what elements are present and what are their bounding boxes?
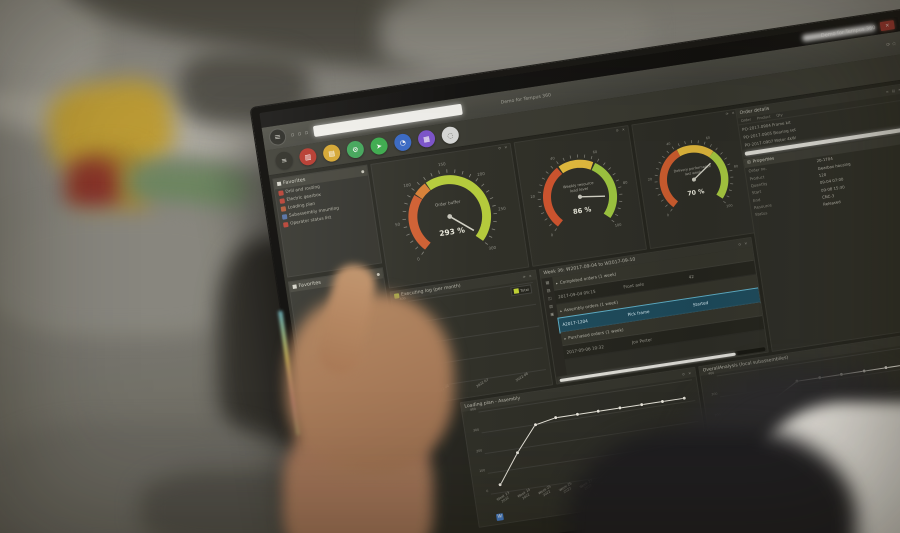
- panel-menu-icon[interactable]: [376, 272, 380, 276]
- svg-text:20: 20: [648, 177, 653, 182]
- toolbar-planning-button[interactable]: ▤: [321, 143, 342, 163]
- svg-text:100: 100: [615, 223, 623, 228]
- gauge-panel-1: ⟳ ✕ 0 50 100 150 200 250 300 Order buffer 293 %: [370, 142, 530, 289]
- svg-text:20: 20: [531, 194, 537, 199]
- star-icon: [276, 181, 282, 187]
- legend-label: Total: [520, 287, 529, 293]
- workbench: [0, 208, 255, 333]
- person-silhouette: [566, 428, 856, 533]
- expander-icon[interactable]: ▸: [564, 336, 567, 341]
- gauge-panel-2: ⟳ ✕ 0 20 40 60 80 100 Weekly resource load level…: [513, 124, 648, 267]
- rail-icon[interactable]: ▤: [546, 287, 551, 294]
- column-header: Product: [756, 114, 771, 121]
- panel-icons[interactable]: ⟳ ✕: [738, 240, 749, 247]
- rail-icon[interactable]: ▦: [545, 279, 550, 286]
- background-wall: [0, 0, 100, 90]
- hand-palm: [286, 293, 454, 473]
- svg-text:0: 0: [417, 256, 421, 261]
- favorite-icon: [280, 205, 287, 212]
- svg-text:Weekly resource: Weekly resource: [563, 181, 595, 190]
- toolbar-analysis-button[interactable]: ◔: [393, 132, 413, 153]
- svg-text:0: 0: [667, 213, 670, 217]
- legend-swatch: [513, 288, 519, 294]
- toolbar-help-button[interactable]: ◌: [440, 125, 460, 145]
- star-icon: [292, 284, 297, 289]
- expander-icon[interactable]: ▸: [559, 308, 563, 313]
- favorite-icon: [279, 197, 286, 204]
- svg-text:80: 80: [734, 164, 739, 169]
- svg-text:86 %: 86 %: [573, 205, 593, 216]
- y-tick-label: 400: [707, 370, 715, 376]
- toolbar-orders-button[interactable]: ➤: [369, 136, 389, 156]
- svg-text:Order buffer: Order buffer: [435, 199, 461, 208]
- chrome-icons[interactable]: ⟳ ✩: [885, 40, 897, 48]
- toolbar-resources-button[interactable]: ⚙: [345, 139, 366, 160]
- svg-text:300: 300: [488, 245, 497, 251]
- svg-text:40: 40: [550, 156, 556, 161]
- y-tick-label: 400: [469, 406, 477, 412]
- svg-text:60: 60: [593, 150, 599, 155]
- sidebar-panel-title: Favorites: [298, 279, 322, 290]
- chart-tool-chip[interactable]: W: [495, 513, 504, 522]
- table-cell: [697, 323, 760, 333]
- panel-icons[interactable]: ⟳ ✕: [498, 145, 509, 151]
- svg-text:293 %: 293 %: [439, 225, 466, 238]
- svg-text:200: 200: [477, 171, 486, 177]
- panel-icons[interactable]: ⟳ ✕: [615, 127, 627, 133]
- gauge-dial: 0 50 100 150 200 250 300 Order buffer 293 %: [395, 161, 507, 261]
- panel-icons[interactable]: ⟳ ✕: [725, 110, 736, 117]
- expander-icon[interactable]: ▸: [555, 280, 559, 286]
- gauge-panel-3: ⟳ ✕ 0 20 40 60 80 100 Delivery performance last …: [631, 108, 757, 250]
- y-tick-label: 300: [472, 427, 480, 433]
- expand-icon[interactable]: ⊞: [746, 160, 752, 166]
- panel-icons[interactable]: ⟳ ✕: [522, 273, 533, 279]
- svg-text:0: 0: [551, 233, 555, 237]
- svg-text:250: 250: [498, 205, 507, 211]
- sidebar-panel: Favorites Drill and routing Electric gearb…: [272, 164, 383, 278]
- window-controls-icons[interactable]: ▫ ▫ ▫: [290, 129, 310, 138]
- svg-text:40: 40: [666, 142, 671, 147]
- capacity-line: [479, 380, 705, 494]
- svg-text:80: 80: [623, 180, 629, 185]
- toolbar-home-button[interactable]: ≡: [274, 150, 294, 170]
- toolbar-settings-button[interactable]: ▦: [416, 129, 437, 149]
- panel-menu-icon[interactable]: [360, 169, 365, 173]
- column-header: Order: [740, 117, 752, 124]
- toolbar-alerts-button[interactable]: ▥: [298, 147, 318, 167]
- panel-icons[interactable]: ⟳ ✕: [681, 370, 693, 377]
- y-tick-label: 100: [478, 468, 486, 474]
- svg-text:load level: load level: [570, 187, 589, 194]
- column-header: Qty: [776, 112, 784, 118]
- svg-text:100: 100: [726, 203, 733, 208]
- chart-plot: 0 100 200 300 400: [470, 379, 705, 495]
- window-close-button[interactable]: ✕: [879, 20, 895, 32]
- y-tick-label: 200: [475, 447, 483, 453]
- favorite-icon: [278, 189, 284, 196]
- gauges-row: ⟳ ✕ 0 50 100 150 200 250 300 Order buffer 293 % ⟳ …: [370, 108, 757, 289]
- svg-text:100: 100: [403, 182, 412, 188]
- favorite-icon: [282, 221, 289, 228]
- line-marker: [639, 403, 643, 407]
- rail-icon[interactable]: ▧: [548, 303, 554, 309]
- svg-text:Delivery performance: Delivery performance: [674, 164, 712, 174]
- svg-text:last week: last week: [685, 170, 702, 176]
- svg-text:70 %: 70 %: [687, 188, 706, 198]
- loading-plan-panel: Loading plan - Assembly ⟳ ✕ 0 100 200 300 400 W…: [459, 366, 715, 528]
- tab-title[interactable]: Demo for Tempus 360: [500, 93, 552, 106]
- rail-icon[interactable]: ▣: [549, 311, 555, 317]
- panel-icons[interactable]: ≡ ▤ ✕: [885, 87, 900, 94]
- svg-text:50: 50: [395, 221, 401, 227]
- menu-icon[interactable]: ≡: [267, 127, 288, 147]
- favorite-icon: [281, 213, 288, 220]
- y-tick-label: 0: [486, 489, 489, 494]
- rail-icon[interactable]: ◫: [547, 295, 553, 301]
- svg-text:60: 60: [706, 136, 711, 141]
- svg-text:150: 150: [438, 161, 447, 167]
- robot-clamp-red: [66, 158, 120, 216]
